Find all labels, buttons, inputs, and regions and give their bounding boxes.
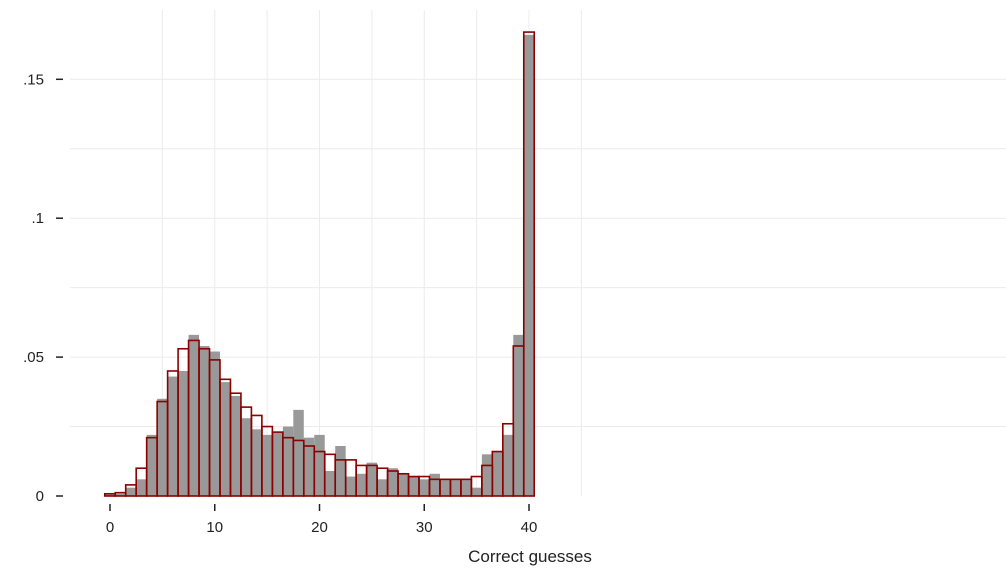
- bar-filled: [157, 398, 168, 496]
- x-axis-title: Correct guesses: [468, 547, 592, 566]
- y-tick-label: .1: [31, 210, 44, 227]
- bar-filled: [523, 34, 535, 497]
- bar-filled: [398, 473, 409, 496]
- bar-filled: [125, 487, 137, 496]
- bar-filled: [471, 487, 482, 496]
- bar-filled: [314, 434, 325, 496]
- bar-filled: [167, 376, 179, 496]
- x-tick-label: 0: [106, 519, 114, 536]
- bar-filled: [345, 476, 357, 496]
- bar-filled: [209, 351, 220, 496]
- bar-filled: [366, 462, 378, 496]
- y-tick-label: .05: [23, 349, 44, 366]
- bar-filled: [251, 429, 262, 496]
- bar-filled: [513, 334, 524, 496]
- bar-filled: [335, 445, 346, 496]
- bar-filled: [282, 426, 294, 496]
- bar-outline: [522, 31, 536, 497]
- y-tick-label: .15: [23, 71, 44, 88]
- y-tick-label: 0: [36, 488, 44, 505]
- bar-filled: [272, 432, 283, 496]
- bar-filled: [439, 479, 451, 496]
- bar-filled: [136, 479, 147, 496]
- outline-bars: [103, 31, 536, 497]
- bar-filled: [450, 479, 461, 496]
- bar-filled: [188, 334, 200, 496]
- axes: 0 .05 .1 .15 0 10 20 30 40: [23, 71, 537, 536]
- bar-filled: [408, 476, 420, 496]
- bar-filled: [481, 454, 493, 496]
- filled-bars: [104, 34, 535, 497]
- bar-filled: [293, 409, 304, 496]
- bar-filled: [261, 434, 273, 496]
- bar-filled: [324, 470, 336, 496]
- bar-filled: [492, 451, 503, 496]
- bar-filled: [460, 479, 472, 496]
- x-tick-label: 40: [521, 519, 538, 536]
- bar-filled: [199, 345, 210, 496]
- bar-filled: [356, 473, 367, 496]
- bar-filled: [419, 479, 430, 496]
- bar-filled: [502, 434, 514, 496]
- bar-filled: [115, 493, 126, 496]
- bar-filled: [303, 437, 315, 496]
- bar-filled: [219, 382, 231, 496]
- x-tick-label: 20: [311, 519, 328, 536]
- x-tick-label: 10: [206, 519, 223, 536]
- bar-filled: [230, 395, 241, 496]
- bar-filled: [429, 473, 440, 496]
- bar-filled: [387, 468, 399, 496]
- bar-filled: [377, 479, 388, 496]
- bar-filled: [240, 418, 252, 496]
- bar-filled: [178, 370, 189, 496]
- bar-filled: [146, 434, 158, 496]
- x-tick-label: 30: [416, 519, 433, 536]
